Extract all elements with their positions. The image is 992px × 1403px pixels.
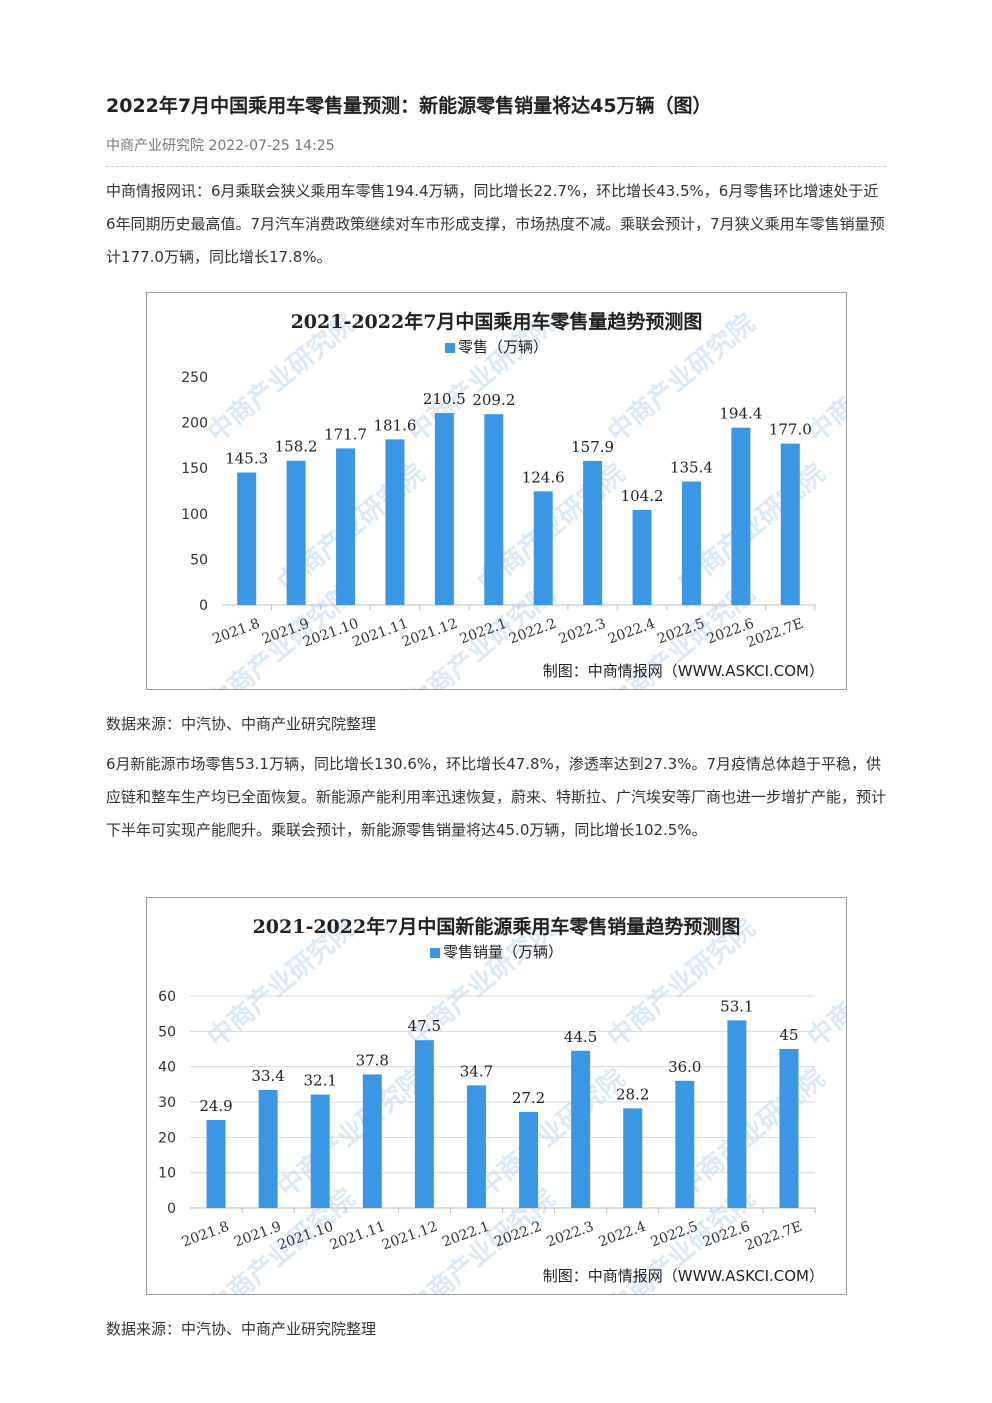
article-title: 2022年7月中国乘用车零售量预测：新能源零售销量将达45万辆（图）: [106, 95, 712, 117]
y-tick-label: 40: [158, 1060, 176, 1076]
chart-credit: 制图：中商情报网（WWW.ASKCI.COM）: [542, 1267, 824, 1285]
y-tick-label: 20: [158, 1130, 176, 1146]
paragraph-2: 6月新能源市场零售53.1万辆，同比增长130.6%，环比增长47.8%，渗透率…: [106, 755, 887, 839]
x-tick-label: 2022.7E: [743, 1219, 804, 1254]
data-label: 209.2: [472, 391, 515, 409]
data-label: 53.1: [720, 997, 753, 1015]
chart-legend: 零售销量（万辆）: [147, 941, 846, 962]
x-tick-label: 2021.12: [380, 1219, 440, 1254]
bar: [675, 1080, 695, 1208]
bar: [779, 1049, 799, 1208]
chart-retail-sales: 中商产业研究院 中商产业研究院 中商产业研究院 中商产业研究院 中商产业研究院 中商产业研…: [146, 292, 847, 690]
chart-credit: 制图：中商情报网（WWW.ASKCI.COM）: [542, 662, 824, 680]
data-label: 36.0: [668, 1058, 701, 1076]
data-label: 124.6: [522, 468, 565, 486]
bar: [632, 509, 652, 605]
bar: [385, 439, 405, 605]
legend-label: 零售（万辆）: [457, 338, 548, 356]
data-label: 145.3: [225, 449, 268, 467]
data-source-1: 数据来源：中汽协、中商产业研究院整理: [106, 715, 377, 733]
bar: [206, 1120, 226, 1208]
y-tick-label: 30: [158, 1095, 176, 1111]
data-label: 135.4: [670, 459, 713, 477]
x-tick-label: 2021.8: [211, 616, 263, 648]
paragraph-1: 中商情报网讯：6月乘联会狭义乘用车零售194.4万辆，同比增长22.7%，环比增…: [106, 182, 885, 266]
x-tick-label: 2022.4: [606, 616, 658, 648]
y-tick-label: 250: [181, 370, 208, 386]
data-label: 104.2: [621, 487, 664, 505]
data-label: 45: [779, 1026, 798, 1044]
data-label: 27.2: [512, 1089, 545, 1107]
y-tick-label: 150: [181, 461, 208, 477]
x-tick-label: 2022.3: [544, 1219, 596, 1251]
data-label: 37.8: [356, 1051, 389, 1069]
x-tick-label: 2022.4: [597, 1219, 649, 1251]
chart-title: 2021-2022年7月中国新能源乘用车零售销量趋势预测图: [252, 916, 741, 938]
bar: [414, 1040, 434, 1208]
bar: [362, 1074, 382, 1208]
watermark-text: 中商产业研究院: [672, 1063, 831, 1204]
x-tick-label: 2022.7E: [745, 616, 806, 651]
x-tick-label: 2021.8: [180, 1219, 232, 1251]
y-tick-label: 50: [190, 552, 208, 568]
bar: [258, 1089, 278, 1208]
bar: [583, 460, 603, 605]
bar: [571, 1050, 591, 1208]
data-label: 158.2: [275, 438, 318, 456]
chart-nev-retail-sales: 中商产业研究院 中商产业研究院 中商产业研究院 中商产业研究院 中商产业研究院 中商产业研…: [146, 897, 847, 1295]
y-tick-label: 200: [181, 416, 208, 432]
bar: [533, 491, 553, 605]
bar: [681, 481, 701, 605]
legend-swatch: [429, 947, 440, 958]
x-tick-label: 2022.3: [556, 616, 608, 648]
x-tick-label: 2021.12: [400, 616, 460, 651]
data-label: 33.4: [251, 1067, 284, 1085]
bar: [336, 448, 356, 605]
bar: [310, 1094, 330, 1208]
watermark-text: 中商产业研究院: [472, 1063, 631, 1204]
data-label: 28.2: [616, 1085, 649, 1103]
bar: [727, 1020, 747, 1208]
y-tick-label: 60: [158, 989, 176, 1005]
bar: [780, 443, 800, 605]
data-label: 34.7: [460, 1062, 493, 1080]
data-source-2: 数据来源：中汽协、中商产业研究院整理: [106, 1320, 377, 1338]
y-tick-label: 50: [158, 1024, 176, 1040]
article-meta: 中商产业研究院 2022-07-25 14:25: [106, 138, 335, 154]
y-tick-label: 100: [181, 507, 208, 523]
meta-divider: [106, 166, 886, 167]
bar: [623, 1108, 643, 1208]
chart-legend: 零售（万辆）: [147, 336, 846, 357]
data-label: 181.6: [373, 416, 416, 434]
y-tick-label: 10: [158, 1166, 176, 1182]
y-tick-label: 0: [199, 598, 208, 614]
data-label: 44.5: [564, 1028, 597, 1046]
data-label: 157.9: [571, 438, 614, 456]
bar: [286, 460, 306, 605]
chart-retail-sales-svg: 中商产业研究院 中商产业研究院 中商产业研究院 中商产业研究院中商产业研究院中商产业研…: [181, 308, 846, 689]
legend-swatch: [444, 342, 455, 353]
legend-label: 零售销量（万辆）: [442, 943, 563, 961]
bar: [519, 1111, 539, 1208]
data-label: 24.9: [199, 1097, 232, 1115]
bar: [484, 414, 504, 605]
data-label: 47.5: [408, 1017, 441, 1035]
bar: [466, 1085, 486, 1208]
data-label: 210.5: [423, 390, 466, 408]
data-label: 177.0: [769, 421, 812, 439]
watermark-text: 中商产业研究院: [272, 1063, 431, 1204]
x-tick-label: 2021.11: [350, 616, 410, 651]
y-tick-label: 0: [167, 1201, 176, 1217]
data-label: 171.7: [324, 425, 367, 443]
chart-title: 2021-2022年7月中国乘用车零售量趋势预测图: [290, 311, 703, 333]
bar: [731, 427, 751, 605]
data-label: 32.1: [304, 1072, 337, 1090]
data-label: 194.4: [719, 405, 762, 423]
bar: [434, 413, 454, 605]
bar: [237, 472, 257, 605]
